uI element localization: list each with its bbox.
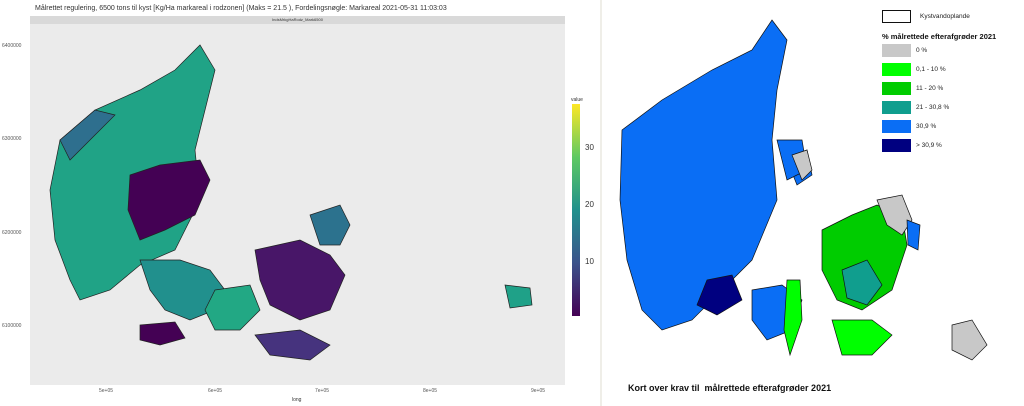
colorbar-tick: 10 xyxy=(585,257,594,266)
colorbar xyxy=(572,104,580,316)
region xyxy=(696,274,743,316)
legend-swatch xyxy=(882,82,911,95)
legend-title: % målrettede efterafgrøder 2021 xyxy=(882,32,997,41)
region xyxy=(139,321,186,346)
region xyxy=(127,159,211,241)
colorbar-title: value xyxy=(571,97,583,103)
y-tick: 6400000 xyxy=(2,43,22,49)
panel-label: IndsMrkgHaRodz_Mark6500 xyxy=(30,16,565,24)
legend-outline-label: Kystvandoplande xyxy=(920,13,970,20)
region xyxy=(204,284,261,331)
region xyxy=(841,259,883,306)
map-title: Målrettet regulering, 6500 tons til kyst… xyxy=(35,5,447,12)
region xyxy=(254,239,346,321)
left-denmark-map xyxy=(49,44,533,361)
legend-label: 11 - 20 % xyxy=(916,85,944,92)
region xyxy=(906,219,921,251)
legend-label: 21 - 30,8 % xyxy=(916,104,950,111)
y-tick: 6100000 xyxy=(2,323,22,329)
legend-label: 0 % xyxy=(916,47,928,54)
region xyxy=(504,284,533,309)
y-tick: 6300000 xyxy=(2,136,22,142)
right-denmark-map xyxy=(619,19,988,361)
region xyxy=(951,319,988,361)
colorbar-tick: 20 xyxy=(585,200,594,209)
legend-label: > 30,9 % xyxy=(916,142,942,149)
legend-swatch xyxy=(882,63,911,76)
x-tick: 5e+05 xyxy=(98,388,114,394)
region xyxy=(254,329,331,361)
legend-swatch-outline xyxy=(882,10,911,23)
x-tick: 8e+05 xyxy=(422,388,438,394)
region xyxy=(791,149,813,181)
x-tick: 6e+05 xyxy=(207,388,223,394)
legend-label: 30,9 % xyxy=(916,123,937,130)
region xyxy=(783,279,803,357)
colorbar-tick: 30 xyxy=(585,143,594,152)
map-caption: Kort over krav til målrettede efterafgrø… xyxy=(628,383,832,393)
x-tick: 9e+05 xyxy=(530,388,546,394)
legend-swatch xyxy=(882,120,911,133)
legend-label: 0,1 - 10 % xyxy=(916,66,946,73)
legend-swatch xyxy=(882,44,911,57)
region xyxy=(59,109,116,161)
y-tick: 6200000 xyxy=(2,230,22,236)
region xyxy=(821,204,908,311)
legend-swatch xyxy=(882,101,911,114)
legend-swatch xyxy=(882,139,911,152)
region xyxy=(619,19,788,331)
x-tick: 7e+05 xyxy=(314,388,330,394)
x-axis-label: long xyxy=(292,397,302,403)
region xyxy=(831,319,893,356)
region xyxy=(309,204,351,246)
